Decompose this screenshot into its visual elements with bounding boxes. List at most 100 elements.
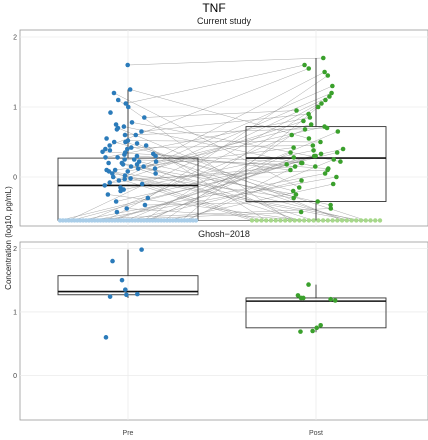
data-point-post — [306, 111, 311, 117]
data-point-post — [312, 164, 318, 169]
data-point-post — [306, 282, 311, 287]
data-point-post-low — [282, 218, 288, 223]
data-point-pre — [103, 155, 108, 160]
data-point-pre — [145, 195, 151, 201]
data-point-pre — [135, 166, 141, 171]
data-point-pre — [128, 176, 133, 181]
pair-line — [139, 161, 331, 206]
data-point-post — [322, 69, 327, 75]
data-point-post — [299, 178, 304, 183]
data-point-post-low — [297, 218, 302, 223]
pair-line — [127, 57, 324, 66]
data-point-pre — [139, 129, 144, 134]
data-point-pre — [109, 171, 115, 176]
data-point-pre — [110, 258, 115, 264]
data-point-pre — [131, 157, 137, 162]
pair-line — [187, 162, 303, 221]
data-point-post — [298, 329, 303, 334]
data-point-post-low — [320, 218, 326, 223]
data-point-post-low — [349, 218, 354, 223]
data-point-post — [315, 104, 321, 110]
data-point-post-low — [249, 218, 255, 223]
data-point-pre — [123, 101, 129, 106]
data-point-pre — [139, 247, 144, 252]
plot-current-study: 0 1 2 — [13, 30, 428, 226]
data-point-post — [298, 209, 304, 215]
data-point-post-low — [287, 218, 293, 223]
data-point-post — [291, 145, 296, 150]
data-point-pre — [129, 120, 135, 125]
pair-line — [130, 166, 300, 221]
data-point-post — [298, 295, 304, 301]
data-point-post-low — [301, 218, 307, 223]
data-point-post — [324, 125, 330, 131]
panel-ghosh-2018 — [19, 241, 428, 421]
pair-line — [129, 180, 302, 221]
data-point-pre — [135, 291, 140, 297]
data-point-post — [310, 328, 315, 334]
pair-line — [121, 162, 357, 221]
data-point-post — [321, 55, 326, 61]
data-point-pre — [153, 171, 158, 176]
data-point-post — [306, 66, 312, 71]
data-point-post — [311, 148, 316, 153]
data-point-pre — [122, 157, 127, 162]
pair-line — [155, 155, 347, 221]
data-point-pre — [115, 97, 121, 103]
data-point-pre — [139, 181, 145, 187]
pair-line — [146, 145, 267, 221]
data-point-post — [284, 162, 289, 167]
data-point-post — [318, 322, 323, 328]
data-point-pre — [124, 292, 129, 298]
data-point-pre — [107, 294, 113, 299]
data-point-post — [315, 199, 320, 204]
data-point-pre — [123, 139, 128, 145]
data-point-post — [322, 171, 328, 176]
data-point-pre — [125, 169, 131, 174]
pair-line — [138, 71, 325, 169]
data-point-post-low — [306, 218, 312, 223]
data-point-pre — [105, 192, 111, 197]
data-point-pre — [114, 127, 120, 132]
data-point-post — [290, 188, 296, 194]
data-point-post — [340, 146, 346, 152]
data-point-post-low — [325, 218, 331, 223]
pair-line — [131, 145, 313, 148]
data-point-pre — [142, 202, 148, 208]
data-point-post — [289, 132, 295, 138]
data-point-post — [291, 195, 296, 201]
data-point-post — [318, 151, 324, 157]
x-tick-post: Post — [309, 430, 323, 437]
pair-line — [62, 208, 331, 221]
data-point-pre — [153, 159, 159, 164]
pair-line — [127, 140, 321, 143]
data-point-pre — [113, 122, 119, 127]
data-point-pre — [134, 162, 140, 167]
data-point-pre — [106, 160, 111, 166]
data-point-pre — [107, 148, 113, 153]
pair-line — [112, 173, 362, 221]
data-point-pre — [100, 149, 105, 155]
pair-line — [142, 183, 257, 221]
data-point-pre — [121, 187, 126, 192]
data-point-post-low — [268, 218, 274, 223]
data-point-pre — [122, 176, 127, 182]
data-point-post — [331, 157, 337, 162]
data-point-post — [288, 167, 293, 173]
pair-line — [107, 194, 305, 221]
plot-ghosh-2018: 0 1 2 — [13, 242, 428, 420]
pair-line — [118, 120, 304, 181]
data-point-post-low — [273, 218, 278, 223]
data-point-post-low — [368, 218, 373, 223]
pair-line — [68, 96, 330, 221]
panel-title-current-study: Current study — [197, 16, 252, 26]
data-point-post — [325, 73, 331, 78]
data-point-post — [314, 325, 320, 331]
data-point-post — [308, 122, 314, 127]
data-point-post — [338, 159, 343, 164]
data-point-pre — [123, 287, 128, 292]
pair-line — [117, 127, 343, 221]
chart-title: TNF — [202, 1, 225, 15]
data-point-post — [323, 97, 328, 103]
